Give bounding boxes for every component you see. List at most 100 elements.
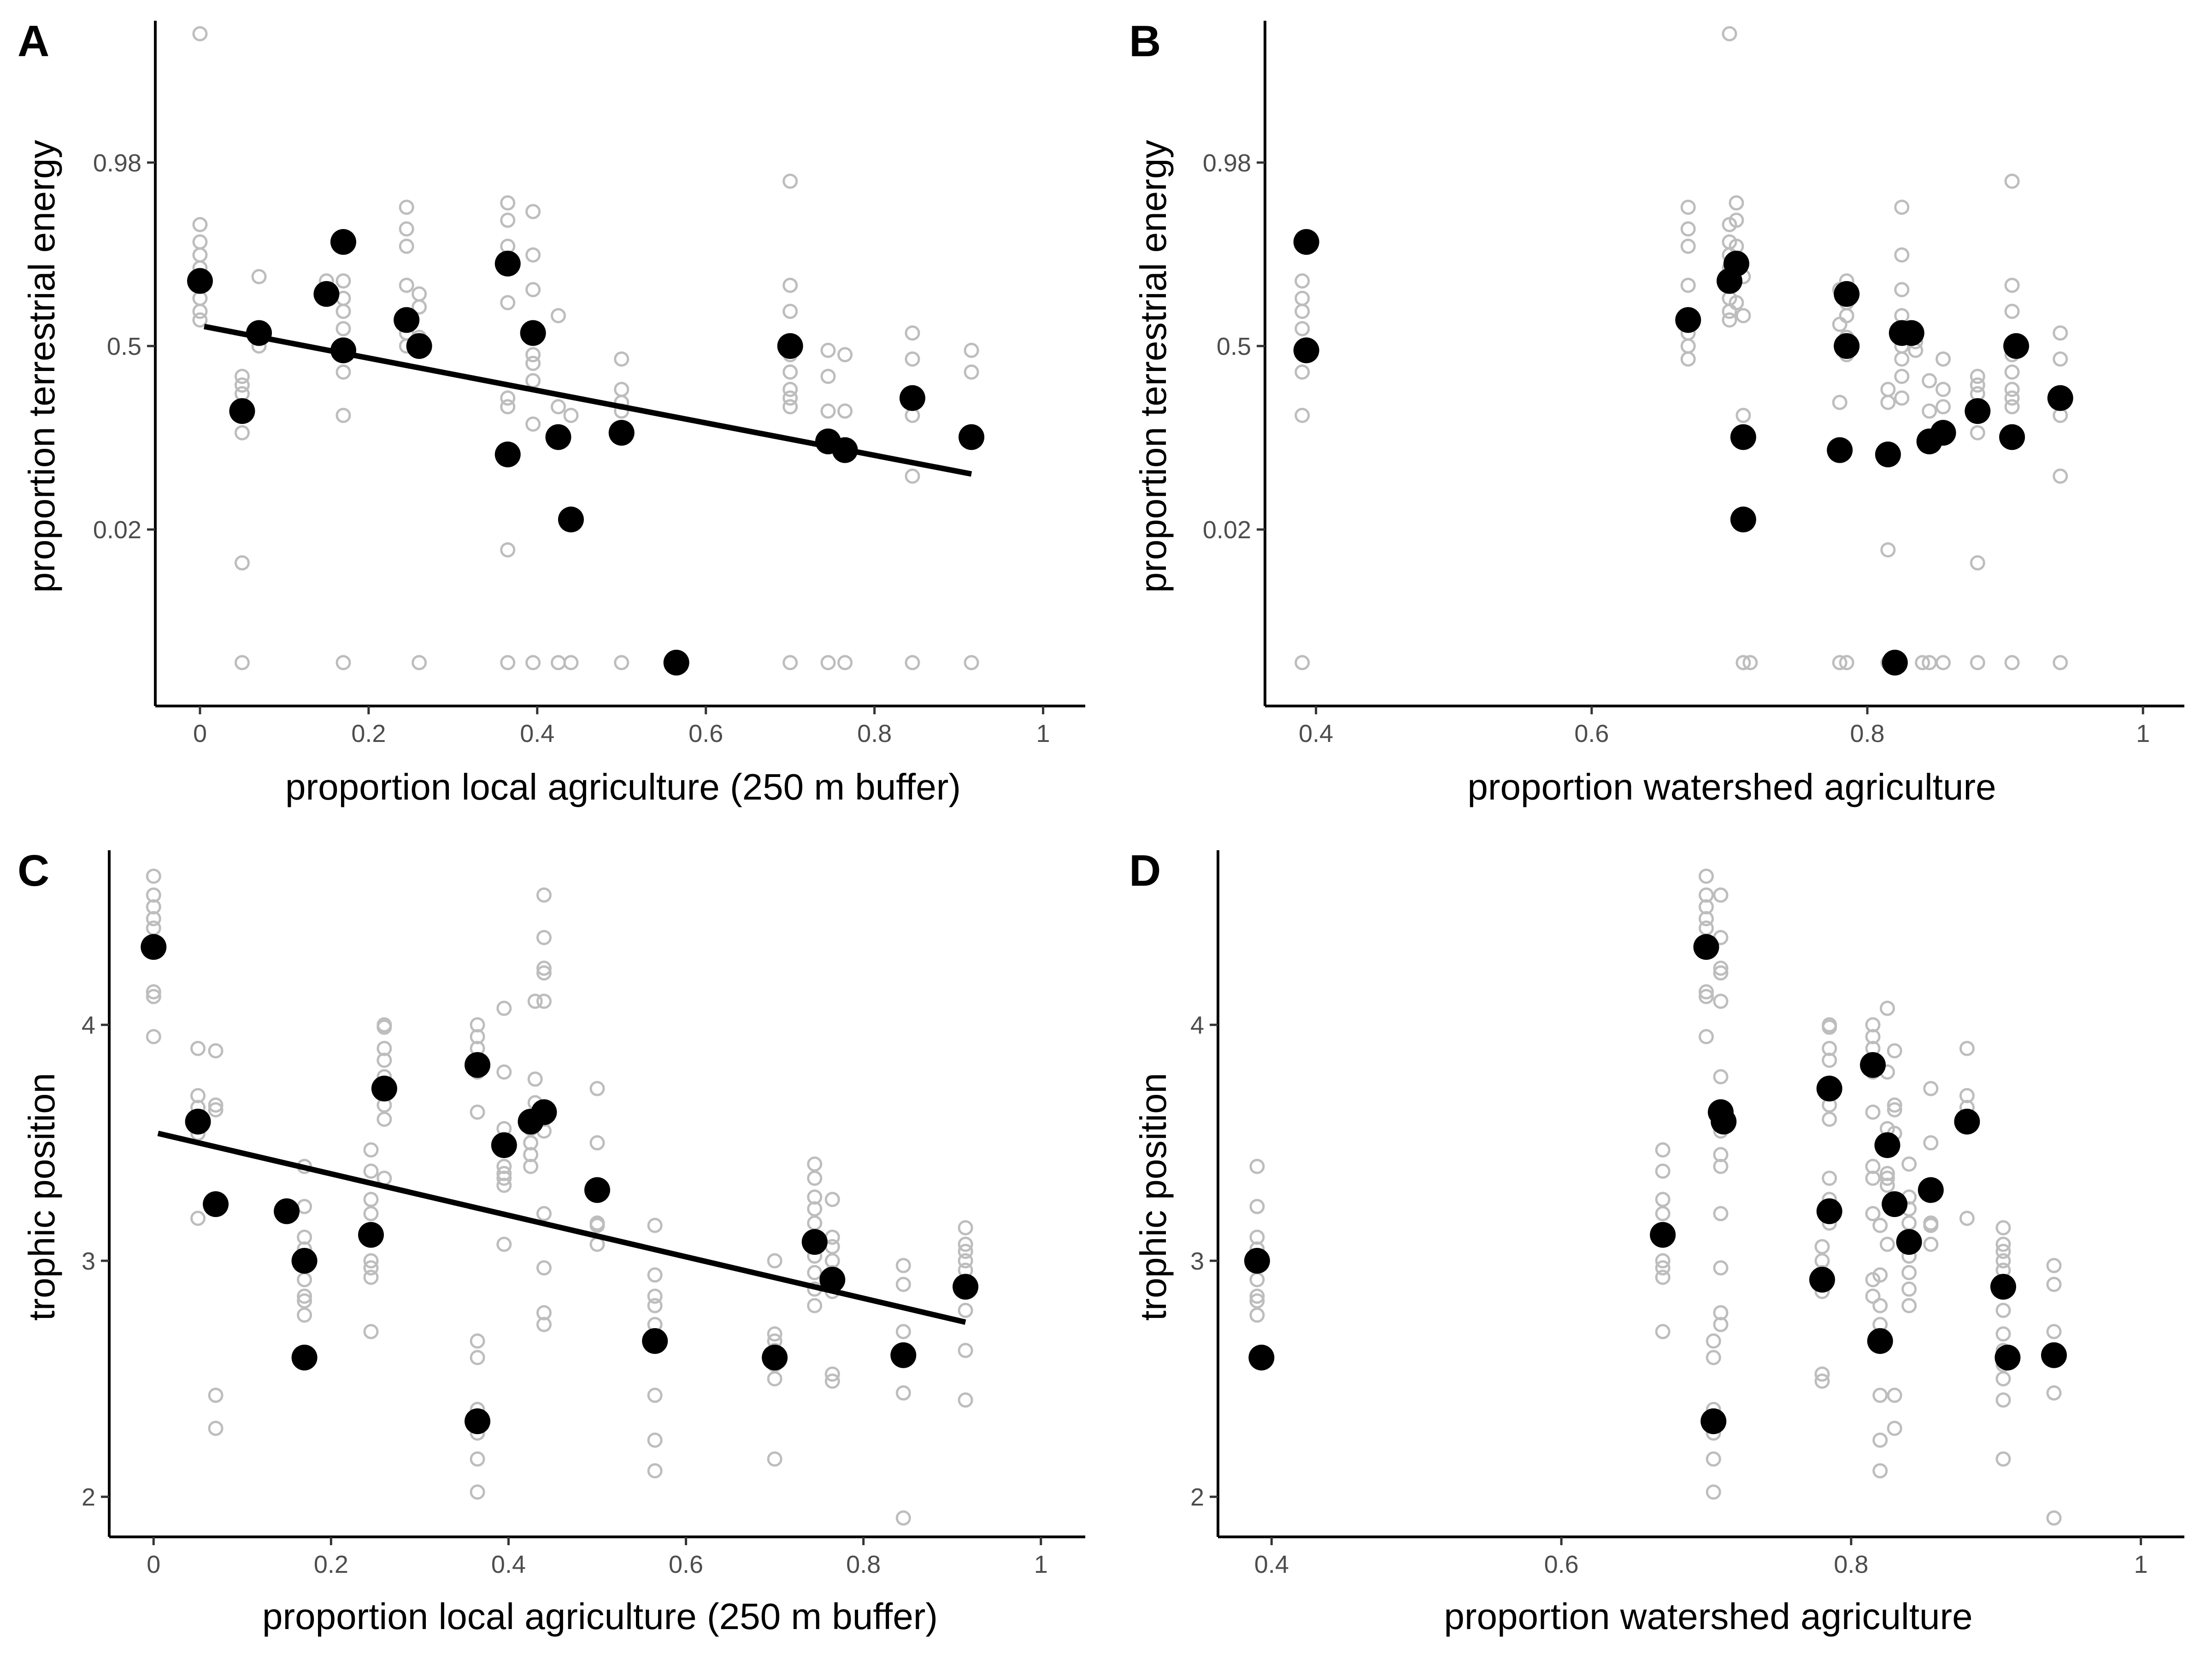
mean-point [394,307,420,333]
raw-point [820,342,836,358]
raw-point [1915,655,1930,671]
y-axis-title: trophic position [1133,1073,1174,1321]
mean-point [584,1177,610,1203]
mean-points [1293,229,2073,676]
panel-a: A 0 0.2 0.4 0.6 0.8 1 0.02 0.5 0.98 proportion l… [18,17,1085,807]
raw-point [363,1253,379,1269]
raw-point [1970,425,1985,441]
raw-point [1887,1388,1902,1403]
mean-point [2047,385,2073,411]
raw-point [1865,1206,1881,1222]
raw-point [1865,1288,1881,1304]
mean-point [520,320,546,346]
axes: 0 0.2 0.4 0.6 0.8 1 0.02 0.5 0.98 [93,21,1085,747]
panel-c: C 0 0.2 0.4 0.6 0.8 1 2 3 4 proportion local agr… [18,846,1085,1637]
mean-point [608,420,635,446]
mean-point [229,398,255,424]
raw-point [1249,1288,1265,1304]
raw-point [2046,1324,2062,1340]
raw-point [208,1420,224,1436]
mean-point [545,424,571,450]
raw-point [1894,200,1910,215]
raw-point [1832,317,1847,332]
mean-point [953,1274,979,1300]
x-tick-label: 0.4 [1299,720,1333,747]
mean-point [246,320,272,346]
raw-point [1887,1102,1902,1118]
raw-point [958,1253,973,1269]
raw-point [895,1324,911,1340]
raw-point [2046,1277,2062,1292]
raw-point [1936,399,1951,415]
raw-point [1713,994,1729,1009]
raw-point [251,269,267,284]
raw-point [1880,382,1896,397]
raw-point [1814,1366,1830,1382]
raw-point [2046,1385,2062,1401]
mean-point [762,1344,788,1371]
x-tick-label: 1 [2136,720,2150,747]
raw-point [208,1102,224,1118]
x-tick-label: 1 [1036,720,1050,747]
raw-point [782,173,798,189]
raw-point [335,273,351,289]
x-tick-label: 0.8 [1850,720,1885,747]
raw-point [1655,1163,1671,1179]
raw-point [1822,1171,1837,1186]
mean-point [371,1076,397,1102]
y-tick-label: 3 [82,1247,95,1275]
raw-point [782,655,798,671]
mean-point [1834,281,1860,307]
mean-point [832,437,858,463]
mean-point [465,1052,491,1078]
raw-point [234,655,250,671]
raw-point [470,1104,485,1120]
raw-point [377,1053,392,1068]
raw-points [192,26,979,671]
raw-point [1865,1171,1881,1186]
raw-point [2004,304,2020,319]
mean-point [663,649,689,676]
raw-point [837,403,853,419]
raw-point [536,930,552,945]
raw-point [412,299,427,315]
raw-point [1699,911,1714,926]
mean-point [1816,1076,1842,1102]
x-tick-label: 0.8 [846,1551,881,1578]
y-tick-label: 4 [1190,1012,1204,1039]
raw-point [1294,364,1310,380]
raw-point [647,1267,663,1283]
raw-point [234,377,250,393]
raw-point [1249,1307,1265,1323]
raw-point [1995,1451,2011,1467]
raw-point [1879,1000,1895,1016]
raw-point [964,364,979,380]
raw-point [335,321,351,336]
raw-point [1249,1159,1265,1174]
mean-point [274,1198,300,1224]
raw-point [297,1293,312,1309]
mean-point [291,1247,318,1274]
raw-point [647,1432,663,1448]
raw-point [399,238,414,254]
raw-point [767,1371,782,1387]
raw-point [363,1324,379,1340]
raw-point [807,1171,823,1186]
raw-point [1713,960,1729,976]
mean-point [558,506,584,533]
mean-point [1293,337,1319,364]
raw-point [1735,655,1751,671]
y-tick-label: 0.5 [107,333,141,360]
mean-point [1711,1108,1737,1135]
raw-point [1680,351,1696,367]
mean-point [1730,424,1756,450]
mean-point [313,281,340,307]
mean-point [1827,437,1853,463]
raw-point [820,369,836,384]
raw-point [589,1135,605,1151]
raw-point [1735,407,1751,423]
raw-point [2053,655,2068,671]
raw-point [1722,26,1737,41]
raw-point [782,382,798,397]
raw-point [782,304,798,319]
